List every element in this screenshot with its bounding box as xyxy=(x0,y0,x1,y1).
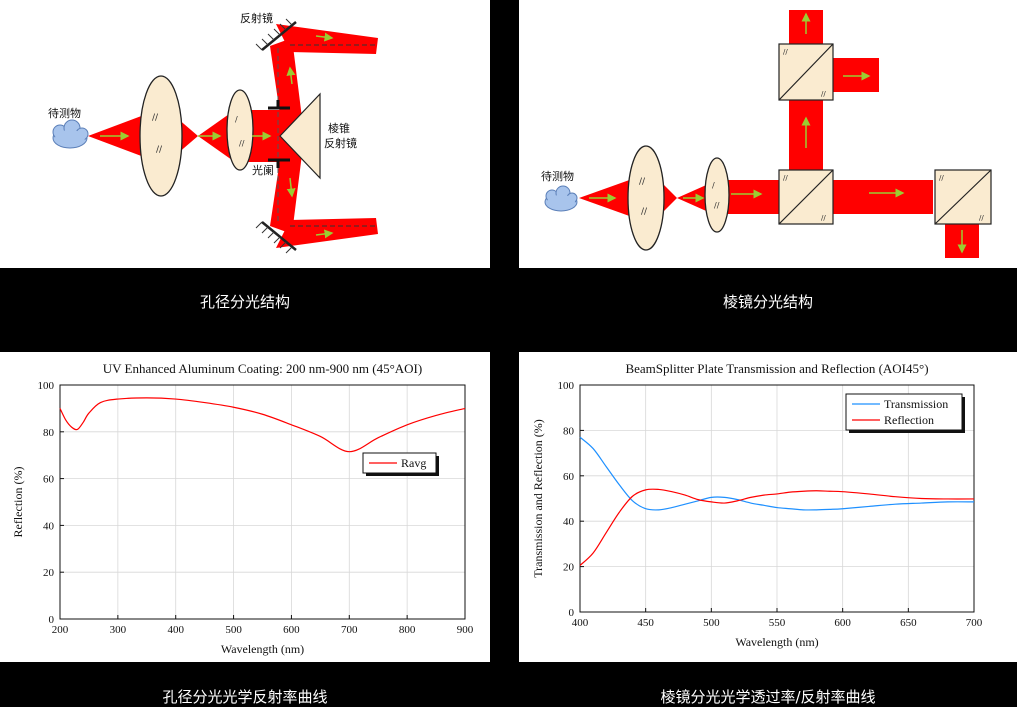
x-tick-label: 200 xyxy=(52,624,69,636)
prism-split-diagram-panel: // // // // // // // // / // xyxy=(519,0,1017,268)
lens-2-icon-r xyxy=(704,157,730,233)
x-tick-label: 500 xyxy=(225,624,242,636)
aperture-stop-icon xyxy=(268,100,290,168)
x-tick-label: 600 xyxy=(834,617,851,629)
beam-top-out xyxy=(276,24,378,54)
y-tick-label: 0 xyxy=(49,614,55,626)
stop-label: 光阑 xyxy=(252,163,274,177)
prism-label-line-2: 反射镜 xyxy=(324,136,357,150)
x-tick-label: 650 xyxy=(900,617,917,629)
svg-text:/: / xyxy=(712,181,715,190)
object-cloud-icon xyxy=(52,119,89,149)
pyramid-prism-icon xyxy=(279,92,321,180)
series-line-transmission xyxy=(579,436,975,511)
x-tick-label: 800 xyxy=(399,624,416,636)
y-tick-label: 100 xyxy=(558,380,575,392)
direction-arrows xyxy=(100,32,334,239)
object-cloud-icon-r xyxy=(544,185,578,212)
legend-entry: Ravg xyxy=(401,456,426,470)
x-tick-label: 550 xyxy=(769,617,786,629)
legend-box xyxy=(845,393,963,431)
prism-label-line-1: 棱锥 xyxy=(328,122,350,135)
svg-text://: // xyxy=(239,139,245,148)
y-tick-label: 40 xyxy=(563,516,575,528)
transmission-reflection-chart: BeamSplitter Plate Transmission and Refl… xyxy=(531,361,983,649)
beam-splitter-cube-top-icon: // // xyxy=(778,43,834,101)
direction-arrows-r xyxy=(589,12,967,254)
y-tick-label: 80 xyxy=(43,427,55,439)
series-line-reflection xyxy=(579,488,975,566)
x-tick-label: 700 xyxy=(966,617,983,629)
svg-text://: // xyxy=(821,214,826,222)
x-tick-label: 700 xyxy=(341,624,358,636)
x-axis-label: Wavelength (nm) xyxy=(735,635,818,649)
y-tick-label: 80 xyxy=(563,425,575,437)
svg-text://: // xyxy=(152,113,159,123)
y-tick-label: 40 xyxy=(43,520,55,532)
y-tick-label: 20 xyxy=(43,567,55,579)
y-tick-label: 20 xyxy=(563,562,575,574)
mirror-label: 反射镜 xyxy=(240,11,273,25)
top-mirror-icon xyxy=(255,18,297,51)
caption-aperture-split: 孔径分光结构 xyxy=(199,293,290,311)
x-tick-label: 500 xyxy=(703,617,720,629)
y-tick-label: 100 xyxy=(38,380,55,392)
chart-title: UV Enhanced Aluminum Coating: 200 nm-900… xyxy=(103,361,422,376)
caption-aperture-reflection-curve: 孔径分光光学反射率曲线 xyxy=(162,688,328,706)
beam-cube1-right xyxy=(833,180,933,214)
svg-text://: // xyxy=(783,48,788,56)
x-axis-label: Wavelength (nm) xyxy=(221,642,304,656)
legend-box xyxy=(362,452,437,474)
svg-text://: // xyxy=(783,174,788,182)
beam-splitter-cube-middle-icon: // // xyxy=(778,169,834,225)
prism-split-diagram: // // // // // // // // / // xyxy=(541,10,992,258)
aperture-split-diagram-panel: // // / // 待测物 反射镜 棱锥 反射镜 光阑 xyxy=(0,0,490,268)
x-tick-label: 300 xyxy=(110,624,127,636)
plot-frame xyxy=(59,384,466,620)
legend-entry: Reflection xyxy=(884,413,934,427)
x-tick-label: 450 xyxy=(637,617,654,629)
reflection-chart-panel: UV Enhanced Aluminum Coating: 200 nm-900… xyxy=(0,352,490,662)
y-tick-label: 0 xyxy=(569,607,575,619)
svg-text://: // xyxy=(979,214,984,222)
svg-text://: // xyxy=(156,145,163,155)
y-axis-label: Reflection (%) xyxy=(11,467,25,538)
svg-text://: // xyxy=(639,177,646,187)
x-tick-label: 400 xyxy=(572,617,589,629)
bottom-mirror-icon xyxy=(255,221,297,254)
caption-prism-transmission-curve: 棱镜分光光学透过率/反射率曲线 xyxy=(660,688,876,706)
object-label-r: 待测物 xyxy=(541,169,574,183)
y-tick-label: 60 xyxy=(563,471,575,483)
aperture-split-diagram: // // / // 待测物 反射镜 棱锥 反射镜 光阑 xyxy=(48,11,378,254)
beam-lens2-to-cube1 xyxy=(723,180,779,214)
lens-2-icon xyxy=(226,89,254,171)
beam-top-right xyxy=(833,58,879,92)
chart-title: BeamSplitter Plate Transmission and Refl… xyxy=(625,361,928,376)
transmission-reflection-chart-panel: BeamSplitter Plate Transmission and Refl… xyxy=(519,352,1017,662)
svg-text://: // xyxy=(939,174,944,182)
lens-1-icon-r xyxy=(627,145,665,251)
x-tick-label: 600 xyxy=(283,624,300,636)
x-tick-label: 900 xyxy=(457,624,474,636)
svg-text://: // xyxy=(821,90,826,98)
reflection-chart: UV Enhanced Aluminum Coating: 200 nm-900… xyxy=(11,361,474,656)
svg-text://: // xyxy=(714,201,720,210)
svg-text://: // xyxy=(641,207,648,217)
y-tick-label: 60 xyxy=(43,474,55,486)
caption-prism-split: 棱镜分光结构 xyxy=(722,293,813,311)
svg-text:/: / xyxy=(235,115,238,124)
x-tick-label: 400 xyxy=(167,624,184,636)
beam-splitter-cube-right-icon: // // xyxy=(934,169,992,225)
legend-entry: Transmission xyxy=(884,397,948,411)
lens-1-icon xyxy=(139,75,183,197)
y-axis-label: Transmission and Reflection (%) xyxy=(531,419,545,578)
object-label: 待测物 xyxy=(48,106,81,120)
series-line-ravg xyxy=(59,397,466,453)
